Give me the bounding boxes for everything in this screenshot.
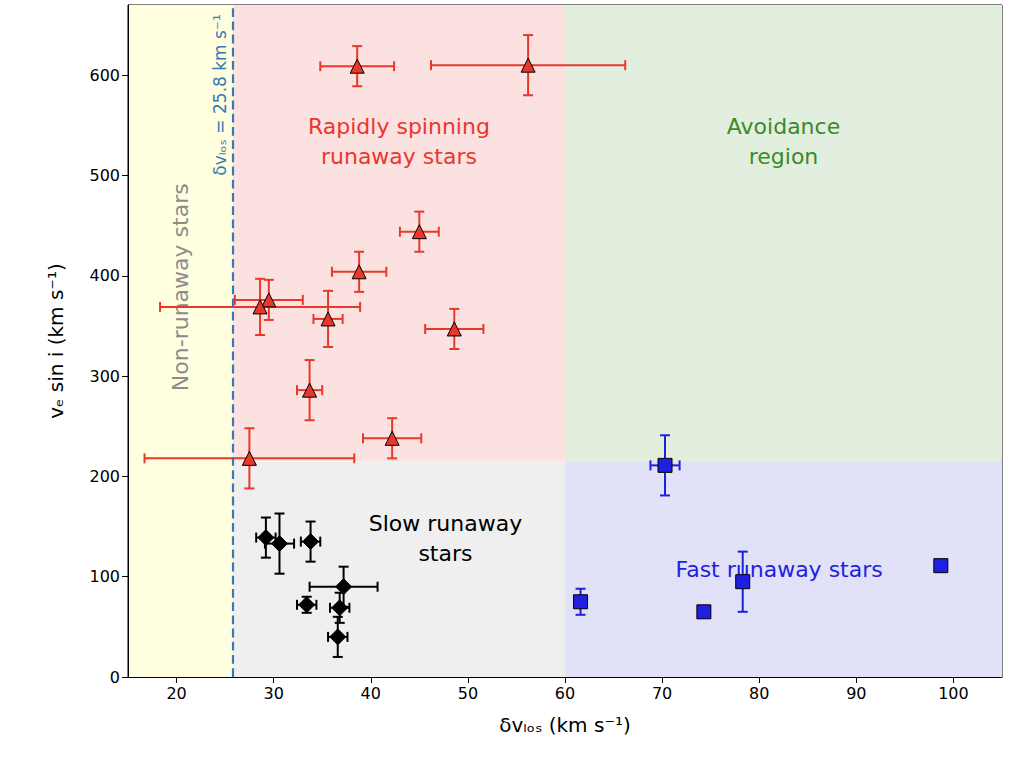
svg-text:80: 80 <box>749 684 769 703</box>
svg-text:Slow runaway: Slow runaway <box>369 511 522 536</box>
svg-text:vₑ sin i (km s⁻¹): vₑ sin i (km s⁻¹) <box>44 263 68 418</box>
svg-text:20: 20 <box>166 684 186 703</box>
svg-text:30: 30 <box>263 684 283 703</box>
svg-text:Non-runaway stars: Non-runaway stars <box>168 183 193 391</box>
svg-text:δvₗₒₛ = 25.8 km s⁻¹: δvₗₒₛ = 25.8 km s⁻¹ <box>210 14 230 175</box>
svg-text:100: 100 <box>938 684 969 703</box>
svg-text:40: 40 <box>361 684 381 703</box>
svg-text:0: 0 <box>110 668 120 687</box>
svg-text:500: 500 <box>89 166 120 185</box>
svg-text:200: 200 <box>89 467 120 486</box>
svg-text:Avoidance: Avoidance <box>727 114 840 139</box>
svg-text:90: 90 <box>846 684 866 703</box>
svg-text:region: region <box>749 144 819 169</box>
svg-text:stars: stars <box>418 541 472 566</box>
svg-text:δvₗₒₛ (km s⁻¹): δvₗₒₛ (km s⁻¹) <box>499 713 631 737</box>
svg-text:600: 600 <box>89 66 120 85</box>
svg-text:50: 50 <box>458 684 478 703</box>
svg-text:runaway stars: runaway stars <box>321 144 477 169</box>
svg-text:60: 60 <box>555 684 575 703</box>
svg-text:Rapidly spinning: Rapidly spinning <box>308 114 490 139</box>
svg-text:100: 100 <box>89 567 120 586</box>
svg-text:300: 300 <box>89 367 120 386</box>
svg-text:Fast runaway stars: Fast runaway stars <box>676 557 883 582</box>
svg-text:400: 400 <box>89 266 120 285</box>
svg-text:70: 70 <box>652 684 672 703</box>
